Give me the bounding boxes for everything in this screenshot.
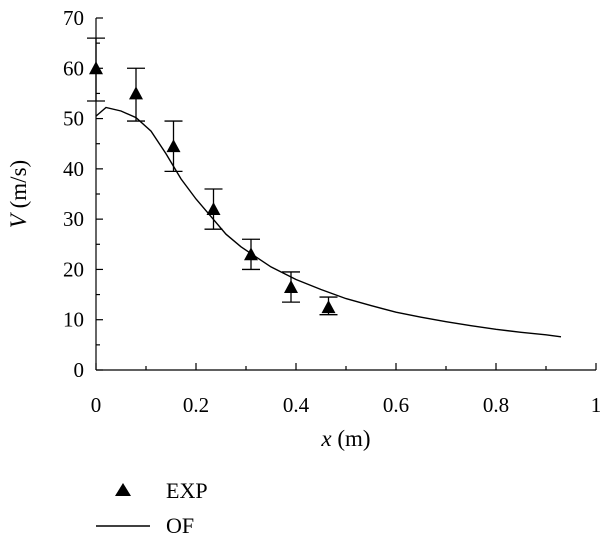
exp-point	[284, 280, 298, 293]
y-tick-label: 20	[63, 257, 84, 281]
exp-point	[89, 61, 103, 75]
y-tick-label: 0	[74, 358, 85, 382]
exp-point	[166, 139, 181, 153]
x-tick-label: 0.2	[183, 393, 209, 417]
exp-point	[321, 300, 336, 314]
y-tick-label: 50	[63, 107, 84, 131]
plot-area	[95, 18, 596, 371]
x-tick-label: 0.4	[283, 393, 310, 417]
y-ticks: 0 10 20 30 40 50 60 70	[63, 6, 103, 382]
x-axis-label-var: x	[320, 426, 332, 451]
exp-point	[244, 247, 258, 261]
y-axis-label: V (m/s)	[6, 160, 31, 228]
legend-exp-marker	[115, 483, 131, 496]
series-of-line	[95, 106, 562, 338]
legend-item-of: OF	[96, 513, 194, 538]
y-axis-label-unit: (m/s)	[6, 160, 31, 214]
x-tick-label: 0.6	[383, 393, 409, 417]
legend-of-label: OF	[166, 513, 194, 538]
x-axis-label: x (m)	[320, 426, 370, 451]
y-tick-label: 10	[63, 308, 84, 332]
exp-point	[129, 86, 143, 100]
y-axis-label-var: V	[6, 211, 31, 228]
legend-item-exp: EXP	[115, 478, 208, 503]
exp-point	[206, 202, 221, 216]
x-tick-label: 0	[91, 393, 102, 417]
x-tick-label: 1	[591, 393, 600, 417]
y-tick-label: 60	[63, 56, 84, 80]
x-axis-label-unit: (m)	[332, 426, 371, 451]
legend-exp-label: EXP	[166, 478, 208, 503]
y-tick-label: 40	[63, 157, 84, 181]
x-tick-label: 0.8	[483, 393, 509, 417]
series-layer	[87, 37, 562, 338]
y-tick-label: 30	[63, 207, 84, 231]
legend: EXP OF	[96, 478, 208, 538]
y-tick-label: 70	[63, 6, 84, 30]
x-ticks: 0 0.2 0.4 0.6 0.8 1	[91, 363, 600, 417]
